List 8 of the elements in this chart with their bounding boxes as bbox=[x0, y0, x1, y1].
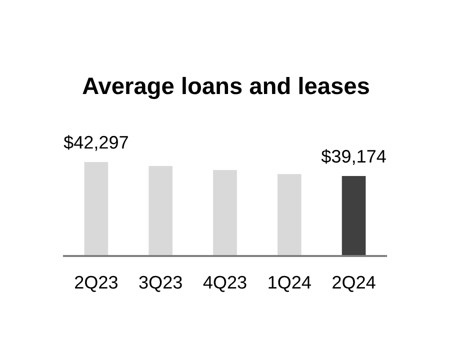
x-tick-label: 4Q23 bbox=[203, 276, 246, 292]
x-tick-label: 2Q23 bbox=[75, 276, 118, 292]
data-label: $39,174 bbox=[321, 149, 386, 165]
x-tick-label: 2Q24 bbox=[332, 276, 376, 292]
chart-title: Average loans and leases bbox=[82, 76, 369, 100]
x-tick-label: 1Q24 bbox=[268, 276, 311, 292]
data-label: $42,297 bbox=[64, 135, 128, 151]
x-tick-label: 3Q23 bbox=[139, 276, 182, 292]
